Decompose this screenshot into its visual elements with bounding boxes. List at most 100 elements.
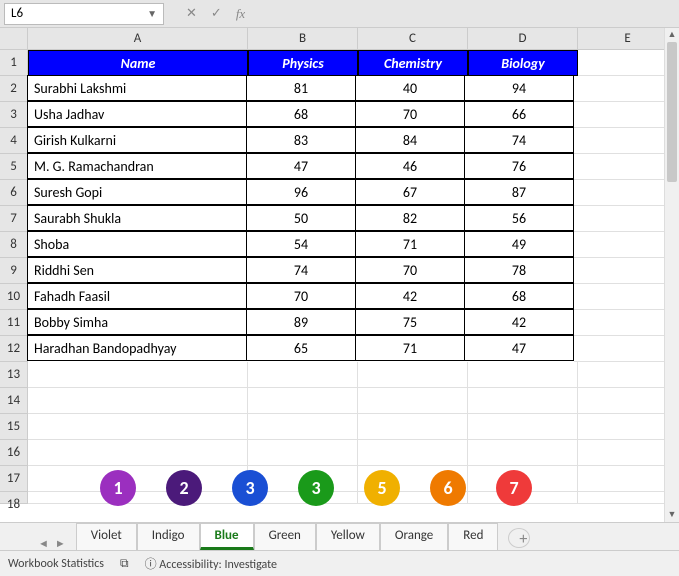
name-box-dropdown-icon[interactable]: ▼ bbox=[147, 7, 157, 20]
cell[interactable]: 82 bbox=[355, 205, 465, 231]
cell[interactable]: 76 bbox=[464, 153, 574, 179]
cell[interactable] bbox=[468, 414, 578, 440]
cell[interactable]: 42 bbox=[355, 283, 465, 309]
sheet-tab[interactable]: Blue bbox=[200, 523, 254, 550]
cell[interactable] bbox=[248, 440, 358, 466]
cell[interactable] bbox=[574, 154, 674, 180]
accessibility-status[interactable]: ⓘ Accessibility: Investigate bbox=[145, 555, 277, 572]
cell[interactable]: Chemistry bbox=[358, 50, 468, 76]
cell[interactable] bbox=[574, 284, 674, 310]
cell[interactable]: 47 bbox=[246, 153, 356, 179]
cell[interactable] bbox=[574, 232, 674, 258]
cell[interactable]: Saurabh Shukla bbox=[27, 205, 247, 231]
cell[interactable] bbox=[28, 414, 248, 440]
row-header[interactable]: 12 bbox=[0, 336, 28, 362]
cell[interactable]: 89 bbox=[246, 309, 356, 335]
sheet-tab[interactable]: Violet bbox=[76, 523, 137, 550]
cell[interactable]: 83 bbox=[246, 127, 356, 153]
cell[interactable]: 42 bbox=[464, 309, 574, 335]
cell[interactable]: 75 bbox=[355, 309, 465, 335]
sheet-tab[interactable]: Orange bbox=[380, 523, 448, 550]
sheet-tab[interactable]: Red bbox=[448, 523, 498, 550]
cell[interactable] bbox=[248, 362, 358, 388]
cell[interactable] bbox=[574, 206, 674, 232]
row-header[interactable]: 15 bbox=[0, 414, 28, 440]
cell[interactable]: 67 bbox=[355, 179, 465, 205]
cell[interactable]: 71 bbox=[355, 335, 465, 361]
cell[interactable] bbox=[358, 440, 468, 466]
cell[interactable] bbox=[28, 388, 248, 414]
cell[interactable]: Suresh Gopi bbox=[27, 179, 247, 205]
cell[interactable] bbox=[574, 336, 674, 362]
row-header[interactable]: 16 bbox=[0, 440, 28, 466]
row-header[interactable]: 9 bbox=[0, 258, 28, 284]
cell[interactable]: Name bbox=[28, 50, 248, 76]
tab-prev-icon[interactable]: ◄ bbox=[38, 537, 49, 550]
cell[interactable]: Girish Kulkarni bbox=[27, 127, 247, 153]
cell[interactable]: Bobby Simha bbox=[27, 309, 247, 335]
column-header[interactable]: A bbox=[28, 28, 248, 50]
row-header[interactable]: 7 bbox=[0, 206, 28, 232]
cell[interactable]: 87 bbox=[464, 179, 574, 205]
cell[interactable]: Haradhan Bandopadhyay bbox=[27, 335, 247, 361]
column-header[interactable]: B bbox=[248, 28, 358, 50]
cell[interactable] bbox=[28, 362, 248, 388]
cell[interactable] bbox=[578, 414, 678, 440]
display-settings-icon[interactable]: ⧉ bbox=[120, 557, 129, 571]
sheet-tab[interactable]: Green bbox=[254, 523, 316, 550]
cell[interactable]: 84 bbox=[355, 127, 465, 153]
cancel-icon[interactable]: ✕ bbox=[186, 6, 197, 21]
cell[interactable]: Usha Jadhav bbox=[27, 101, 247, 127]
grid[interactable]: NamePhysicsChemistryBiologySurabhi Laksh… bbox=[28, 50, 678, 504]
row-header[interactable]: 17 bbox=[0, 466, 28, 492]
cell[interactable] bbox=[574, 76, 674, 102]
cell[interactable]: Biology bbox=[468, 50, 578, 76]
cell[interactable] bbox=[578, 362, 678, 388]
cell[interactable]: 50 bbox=[246, 205, 356, 231]
cell[interactable]: 49 bbox=[464, 231, 574, 257]
row-header[interactable]: 14 bbox=[0, 388, 28, 414]
cell[interactable]: Shoba bbox=[27, 231, 247, 257]
row-header[interactable]: 4 bbox=[0, 128, 28, 154]
cell[interactable] bbox=[574, 128, 674, 154]
cell[interactable]: 54 bbox=[246, 231, 356, 257]
cell[interactable]: 68 bbox=[464, 283, 574, 309]
select-all-corner[interactable] bbox=[0, 28, 28, 50]
cell[interactable] bbox=[574, 258, 674, 284]
workbook-statistics-label[interactable]: Workbook Statistics bbox=[8, 557, 104, 571]
confirm-icon[interactable]: ✓ bbox=[211, 6, 222, 21]
cell[interactable] bbox=[358, 414, 468, 440]
tab-nav-arrows[interactable]: ◄ ► bbox=[38, 537, 66, 550]
cell[interactable]: 70 bbox=[355, 101, 465, 127]
tab-next-icon[interactable]: ► bbox=[55, 537, 66, 550]
row-header[interactable]: 6 bbox=[0, 180, 28, 206]
cell[interactable]: 56 bbox=[464, 205, 574, 231]
row-header[interactable]: 5 bbox=[0, 154, 28, 180]
cell[interactable] bbox=[468, 440, 578, 466]
row-header[interactable]: 3 bbox=[0, 102, 28, 128]
cell[interactable] bbox=[578, 50, 678, 76]
cell[interactable] bbox=[574, 310, 674, 336]
sheet-tab[interactable]: Yellow bbox=[316, 523, 380, 550]
cell[interactable]: 74 bbox=[246, 257, 356, 283]
cell[interactable]: 70 bbox=[355, 257, 465, 283]
cell[interactable]: 81 bbox=[246, 75, 356, 101]
column-header[interactable]: D bbox=[468, 28, 578, 50]
row-header[interactable]: 11 bbox=[0, 310, 28, 336]
cell[interactable]: 70 bbox=[246, 283, 356, 309]
row-header[interactable]: 18 bbox=[0, 492, 28, 504]
cell[interactable]: 65 bbox=[246, 335, 356, 361]
row-header[interactable]: 8 bbox=[0, 232, 28, 258]
column-header[interactable]: C bbox=[358, 28, 468, 50]
row-header[interactable]: 1 bbox=[0, 50, 28, 76]
cell[interactable]: 40 bbox=[355, 75, 465, 101]
scroll-thumb[interactable] bbox=[667, 42, 677, 182]
cell[interactable] bbox=[578, 466, 678, 492]
cell[interactable]: 46 bbox=[355, 153, 465, 179]
cell[interactable] bbox=[578, 440, 678, 466]
scroll-down-icon[interactable]: ▼ bbox=[665, 508, 679, 522]
cell[interactable]: 68 bbox=[246, 101, 356, 127]
row-header[interactable]: 13 bbox=[0, 362, 28, 388]
vertical-scrollbar[interactable]: ▲ ▼ bbox=[664, 28, 679, 522]
cell[interactable]: 94 bbox=[464, 75, 574, 101]
